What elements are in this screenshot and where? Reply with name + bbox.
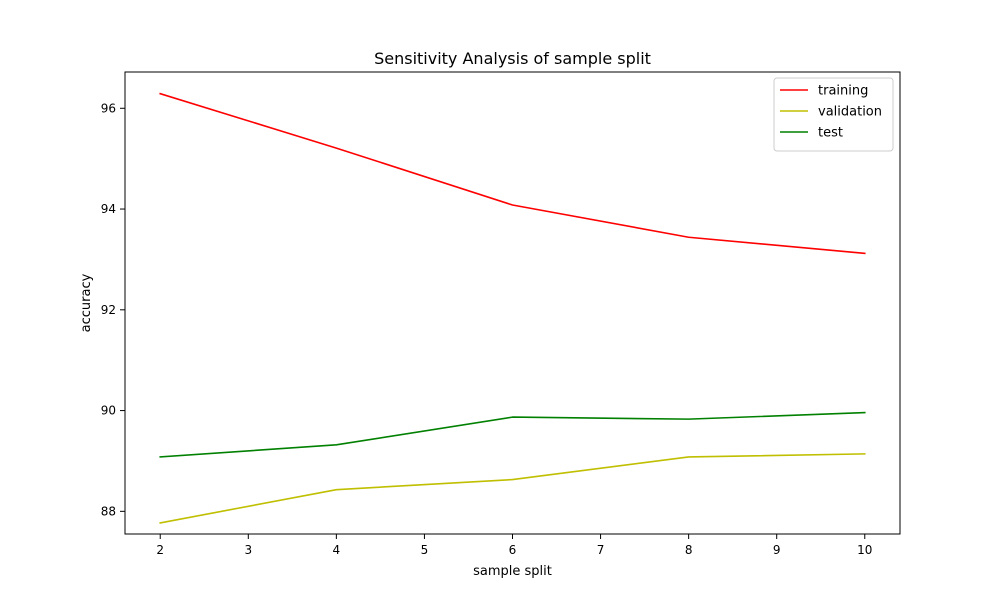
x-tick-label: 8 xyxy=(685,543,693,557)
x-tick-label: 4 xyxy=(333,543,341,557)
legend: training validation test xyxy=(773,77,894,152)
axes-frame xyxy=(124,71,901,535)
y-tick-label: 88 xyxy=(101,504,116,518)
y-tick-label: 92 xyxy=(101,303,116,317)
x-tick-label: 5 xyxy=(421,543,429,557)
series-line-validation xyxy=(159,453,866,524)
chart-title: Sensitivity Analysis of sample split xyxy=(374,49,651,68)
series-line-test xyxy=(159,411,866,458)
x-tick-label: 9 xyxy=(773,543,781,557)
series-line-training xyxy=(159,92,866,255)
legend-label-test: test xyxy=(818,126,843,141)
y-axis-label: accuracy xyxy=(79,273,94,332)
x-tick-label: 2 xyxy=(156,543,164,557)
legend-label-validation: validation xyxy=(818,105,882,120)
x-tick-label: 7 xyxy=(597,543,605,557)
y-tick-label: 90 xyxy=(101,404,116,418)
y-tick-label: 94 xyxy=(101,202,116,216)
x-tick-label: 3 xyxy=(244,543,252,557)
x-tick-label: 10 xyxy=(857,543,872,557)
legend-label-training: training xyxy=(818,84,868,99)
plot-area: 2 3 4 5 6 7 8 9 10 88 90 92 94 96 xyxy=(101,92,872,557)
x-tick-label: 6 xyxy=(509,543,517,557)
y-tick-label: 96 xyxy=(101,101,116,115)
x-axis-label: sample split xyxy=(473,564,552,579)
